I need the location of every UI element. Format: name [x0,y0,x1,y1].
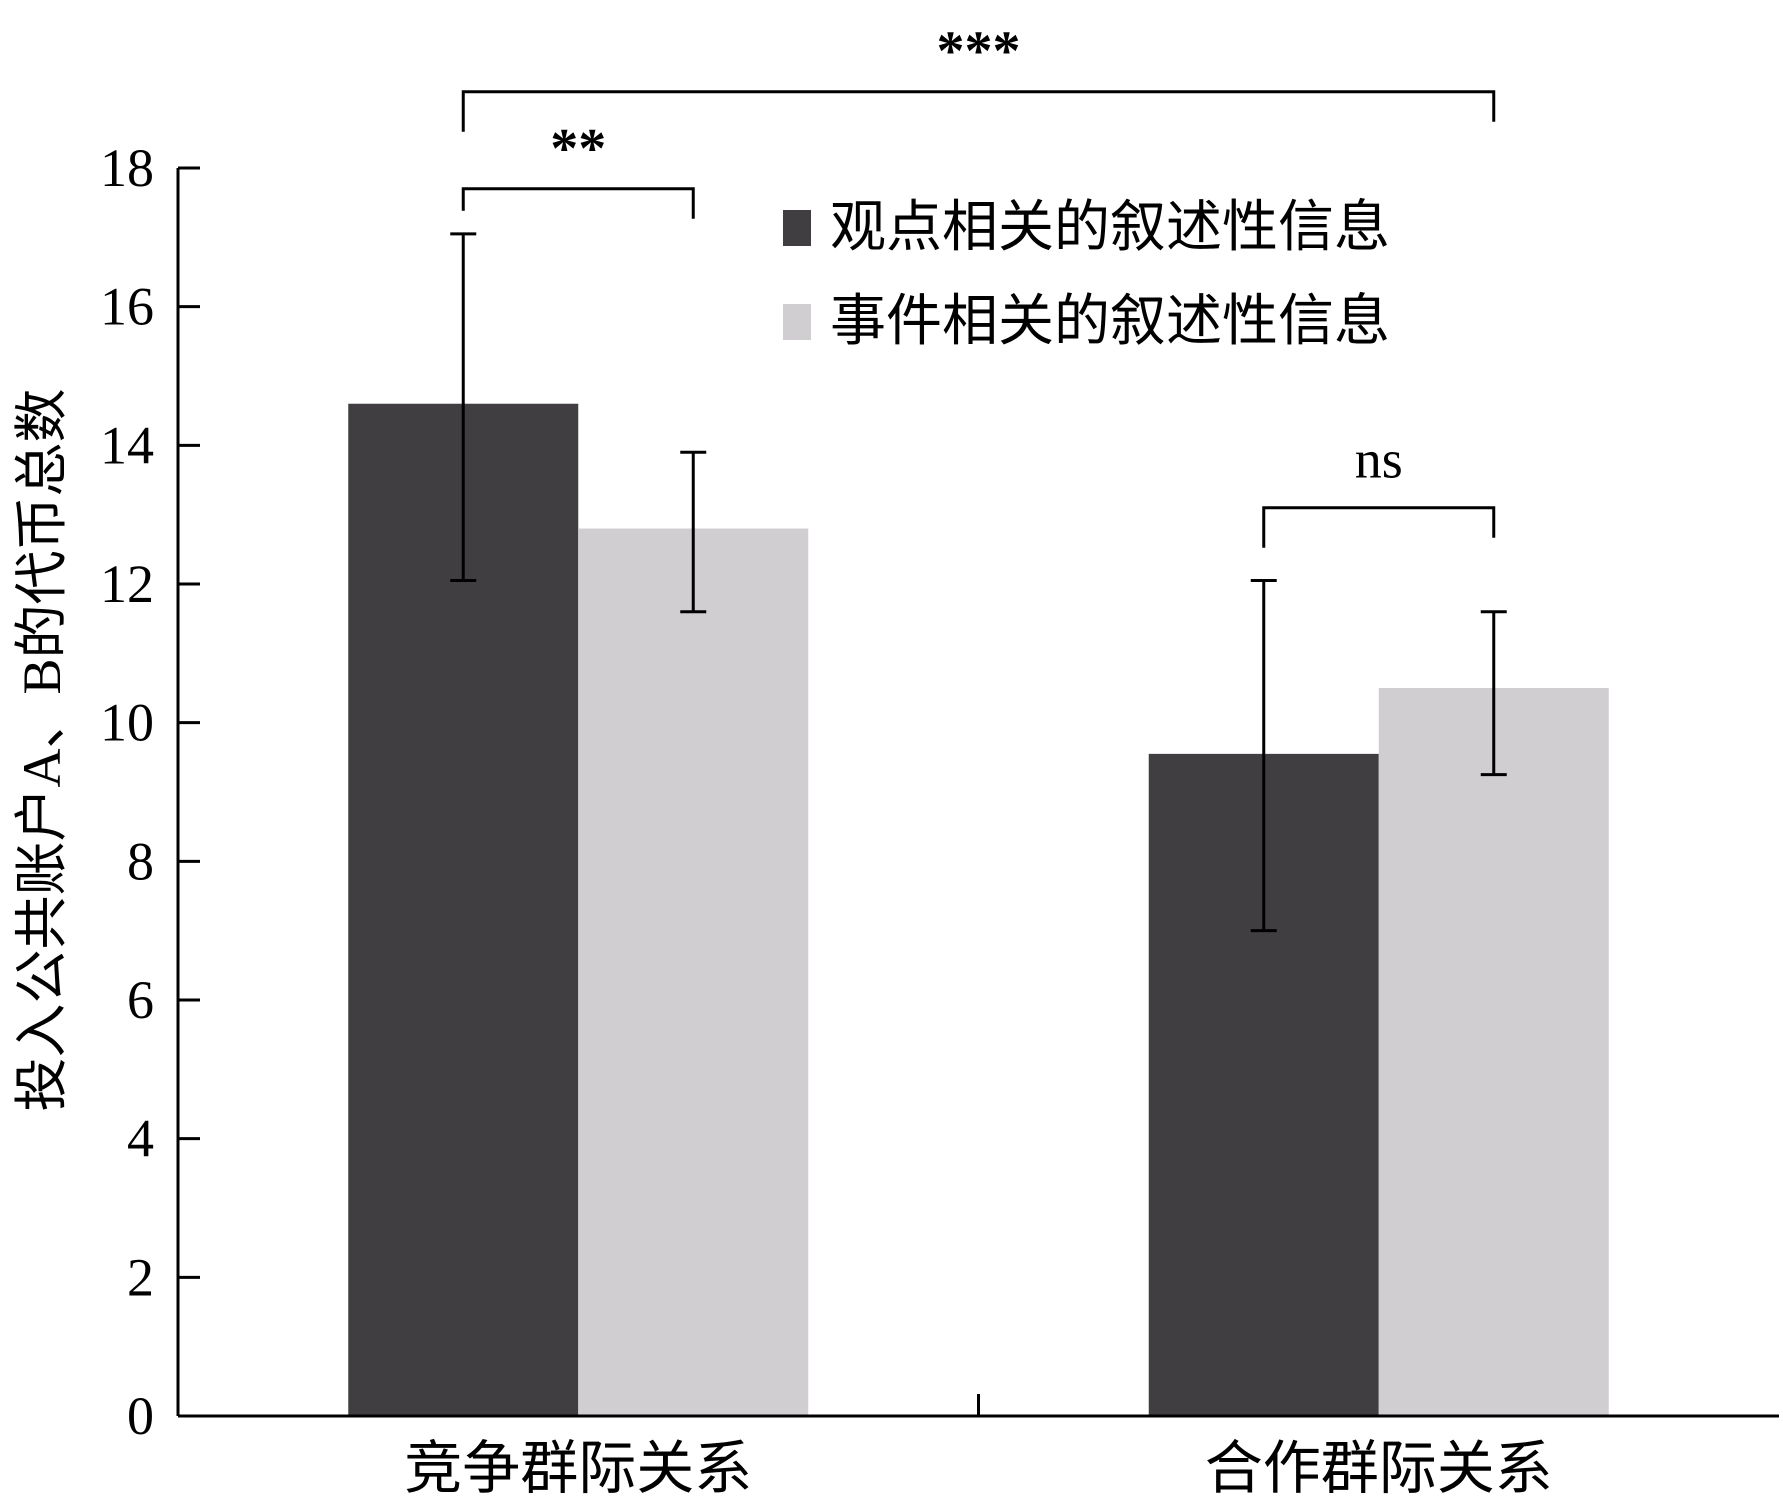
significance-bracket: ns [1262,430,1496,548]
y-tick-label: 4 [127,1109,154,1169]
x-tick-label: 竞争群际关系 [404,1436,752,1500]
y-tick-label: 0 [127,1386,154,1446]
significance-bracket: ** [461,118,695,219]
legend-swatch [783,304,811,340]
y-axis-ticks: 0 2 4 6 8 10 12 14 16 18 [100,138,980,1446]
significance-label: *** [937,21,1021,83]
error-bar [1480,610,1507,777]
y-tick-label: 10 [100,693,154,753]
bar [578,528,809,1416]
significance-label: ns [1355,430,1403,490]
significance-label: ** [550,118,606,180]
legend-swatch [783,210,811,246]
legend-label: 观点相关的叙述性信息 [830,197,1390,259]
x-axis-labels: 竞争群际关系 合作群际关系 [404,1436,1553,1500]
y-tick-label: 18 [100,138,154,198]
error-bar [450,232,477,583]
error-bar [1250,579,1277,933]
x-tick-label: 合作群际关系 [1205,1436,1553,1500]
y-tick-label: 14 [100,415,154,475]
significance-bracket: *** [461,21,1496,132]
y-tick-label: 16 [100,277,154,337]
y-tick-label: 8 [127,831,154,891]
y-tick-label: 6 [127,970,154,1030]
legend-label: 事件相关的叙述性信息 [830,291,1390,353]
bar [1378,688,1609,1416]
error-bars [450,232,1507,933]
y-tick-label: 2 [127,1247,154,1307]
y-tick-label: 12 [100,554,154,614]
significance-brackets: *****ns [461,21,1496,548]
bars [348,403,1609,1416]
y-axis-title: 投入公共账户A、B的代币总数 [12,388,72,1111]
error-bar [680,450,707,614]
